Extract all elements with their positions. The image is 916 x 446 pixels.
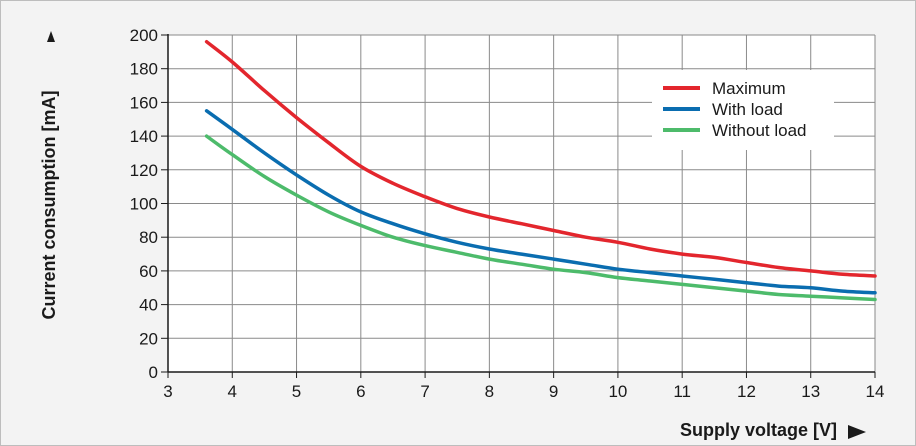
series-line-with-load xyxy=(204,109,877,295)
x-tick-label: 4 xyxy=(228,382,237,401)
x-axis-arrow-icon xyxy=(848,425,866,439)
x-tick-label: 14 xyxy=(866,382,885,401)
y-tick-label: 0 xyxy=(149,363,158,382)
x-tick-label: 5 xyxy=(292,382,301,401)
legend-label-without-load: Without load xyxy=(712,121,807,140)
series-lines xyxy=(204,39,877,302)
y-tick-label: 20 xyxy=(139,329,158,348)
x-tick-label: 7 xyxy=(420,382,429,401)
y-axis-arrow-icon xyxy=(47,31,55,42)
x-tick-label: 11 xyxy=(673,382,691,401)
legend-label-with-load: With load xyxy=(712,100,783,119)
axes: 3 4 5 6 7 8 9 10 11 12 13 1402040608010012014016018… xyxy=(130,26,885,401)
legend: Maximum With load Without load xyxy=(652,70,834,150)
y-tick-label: 40 xyxy=(139,296,158,315)
x-tick-label: 8 xyxy=(485,382,494,401)
x-tick-label: 3 xyxy=(163,382,172,401)
y-axis-label: Current consumption [mA] xyxy=(39,91,59,320)
y-tick-label: 160 xyxy=(130,93,158,112)
y-tick-label: 120 xyxy=(130,161,158,180)
y-tick-label: 60 xyxy=(139,262,158,281)
y-tick-label: 100 xyxy=(130,195,158,214)
x-tick-label: 13 xyxy=(801,382,820,401)
y-tick-label: 200 xyxy=(130,26,158,45)
x-tick-label: 12 xyxy=(737,382,756,401)
x-tick-label: 6 xyxy=(356,382,365,401)
x-tick-label: 9 xyxy=(549,382,558,401)
series-line-without-load xyxy=(204,134,877,302)
series-line-maximum xyxy=(204,39,877,278)
legend-label-maximum: Maximum xyxy=(712,79,786,98)
x-tick-label: 10 xyxy=(608,382,627,401)
y-tick-label: 140 xyxy=(130,127,158,146)
x-axis-label: Supply voltage [V] xyxy=(680,420,837,440)
y-tick-label: 180 xyxy=(130,60,158,79)
y-tick-label: 80 xyxy=(139,228,158,247)
